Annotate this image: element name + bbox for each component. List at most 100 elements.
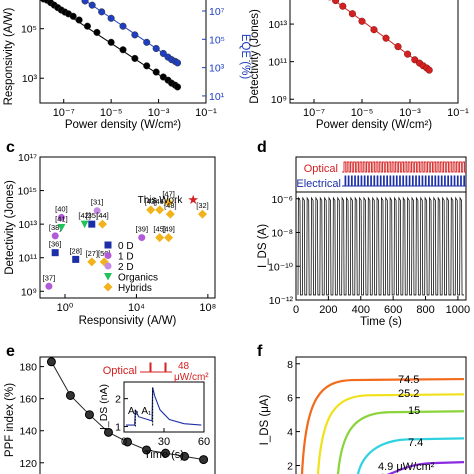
panel-a-frame (39, 0, 207, 104)
panel-a-point (83, 22, 91, 30)
panel-f: f 2 4 6 8 I_DS (μA) 74.5 25.2 15 7.4 4.9 μW/cm² (257, 343, 467, 474)
panel-e-inset-a1-label: A₁ (141, 406, 152, 417)
panel-a-point (107, 38, 115, 46)
panel-b-xtick-label: 10⁻¹ (447, 107, 469, 119)
panel-c-point-label: [42] (78, 211, 91, 220)
panel-c-legend-label: 0 D (118, 241, 134, 252)
panel-a-y2tick-label: 10³ (209, 63, 225, 75)
panel-b-point (382, 34, 390, 42)
panel-c-legend-label: Hybrids (118, 283, 152, 294)
panel-c-point-label: [48] (164, 201, 177, 210)
panel-c-point (45, 282, 53, 290)
panel-d-xtick-label: 0 (293, 304, 299, 316)
panel-d-electrical-pulses (342, 175, 466, 187)
panel-a-xlabel: Power density (W/cm²) (65, 119, 181, 131)
panel-f-series-line (316, 393, 465, 474)
panel-e-inset-a2-label: A₂ (128, 406, 139, 417)
panel-b-point (358, 17, 366, 25)
panel-f-ylabel: I_DS (μA) (259, 394, 271, 445)
panel-c-point (198, 209, 207, 219)
panel-a-point (119, 22, 127, 30)
panel-a-point (173, 83, 182, 91)
panel-c-point (155, 233, 165, 243)
panel-f-ytick-label: 8 (287, 359, 293, 371)
panel-d-ytick-label: 10⁻⁸ (271, 228, 293, 240)
panel-c-point-label: [32] (196, 201, 209, 210)
panel-c-point (88, 220, 96, 228)
panel-c-xlabel: Responsivity (A/W) (79, 315, 177, 327)
panel-e-inset-xtick-label: 60 (198, 436, 210, 448)
panel-c-point-label: [28] (69, 246, 82, 255)
panel-c-legend-marker (104, 273, 112, 281)
panel-c-point (138, 234, 146, 242)
panel-c-point-label: [36] (49, 240, 62, 249)
panel-d-ytick-label: 10⁻¹² (269, 295, 294, 307)
panel-c: c 10⁰ 10⁴ 10⁸ 10⁹ 10¹¹ 10¹³ 10¹⁵ 10¹⁷ Responsivi… (4, 139, 216, 327)
panel-c-point (146, 205, 156, 215)
panel-c-point-label: [38] (49, 223, 62, 232)
panel-c-point (164, 197, 174, 207)
panel-f-series-label: 15 (408, 405, 420, 417)
panel-e-point (84, 410, 94, 420)
panel-a-point (75, 16, 83, 24)
panel-c-xtick-label: 10⁴ (128, 302, 145, 314)
panel-c-point-label: [49] (162, 225, 175, 234)
panel-d-electrical-label: Electrical (296, 178, 341, 190)
panel-d-frame (295, 156, 467, 301)
panel-e-point (103, 427, 113, 437)
panel-b-ytick-label: 10⁹ (271, 94, 287, 106)
panel-a-y2tick-label: 10⁵ (209, 34, 225, 46)
panel-f-ytick-label: 6 (287, 393, 293, 405)
panel-c-legend-label: 2 D (118, 262, 134, 273)
panel-a-point (81, 0, 89, 5)
panel-c-ytick-label: 10¹⁷ (18, 152, 37, 164)
panel-a-point (143, 62, 151, 70)
panel-b-xlabel: Power density (W/cm²) (316, 119, 432, 131)
panel-e-inset-power-unit: μW/cm² (174, 372, 209, 383)
panel-c-this-work-star: ★ (187, 192, 199, 207)
panel-f-frame (295, 356, 467, 474)
panel-a-ylabel: Responsivity (A/W) (3, 7, 15, 105)
panel-a-point (152, 44, 160, 53)
panel-label-f: f (257, 343, 263, 360)
panel-a-point (152, 68, 160, 76)
panel-c-point-label: [46] (153, 197, 166, 206)
panel-c-point-label: [50] (98, 249, 111, 258)
panel-d-xtick-label: 600 (384, 304, 402, 316)
panel-d-ytick-label: 10⁻⁶ (271, 194, 293, 206)
panel-b-point (339, 2, 347, 10)
panel-c-ytick-label: 10⁹ (21, 286, 37, 298)
panel-b-frame (289, 0, 459, 104)
panel-c-point (80, 220, 89, 229)
panel-e-inset-pulses (140, 362, 172, 373)
panel-e-point (161, 448, 171, 458)
panel-d-xtick-label: 200 (319, 304, 337, 316)
panel-b-point (404, 50, 412, 58)
panel-c-ylabel: Detectivity (Jones) (4, 180, 16, 275)
panel-d-current-trace (297, 196, 464, 296)
panel-e-ytick-label: 160 (19, 394, 37, 406)
panel-label-c: c (6, 139, 15, 156)
panel-c-point (51, 232, 59, 240)
panel-c-point-label: [27] (86, 249, 99, 258)
panel-a-ytick-label: 10³ (22, 73, 38, 85)
panel-c-xtick-label: 10⁸ (199, 302, 216, 314)
panel-e-point (199, 455, 209, 465)
panel-c-point-label: [41] (55, 215, 68, 224)
panel-e-point (46, 357, 56, 367)
panel-b-ylabel: Detectivity (Jones) (249, 9, 261, 104)
panel-a: 10⁻⁷ 10⁻⁵ 10⁻³ 10⁻¹ 10³ 10⁵ 10¹ 10³ 10⁵ 10⁷ Power … (3, 0, 251, 131)
panel-c-legend-marker (103, 282, 113, 292)
panel-c-point-label: [45] (153, 225, 166, 234)
panel-d-xtick-label: 400 (352, 304, 370, 316)
panel-c-legend-marker (104, 241, 112, 249)
panel-e-ytick-label: 180 (19, 362, 37, 374)
panel-e-inset-ytick-label: 1 (115, 421, 121, 433)
panel-c-point-label: [43] (144, 197, 157, 206)
panel-c-point-label: [31] (91, 198, 104, 207)
panel-c-point-label: [35] (86, 211, 99, 220)
panel-c-legend-label: 1 D (118, 252, 134, 263)
panel-c-point-label: [39] (136, 225, 149, 234)
panel-e-frame (39, 356, 216, 474)
